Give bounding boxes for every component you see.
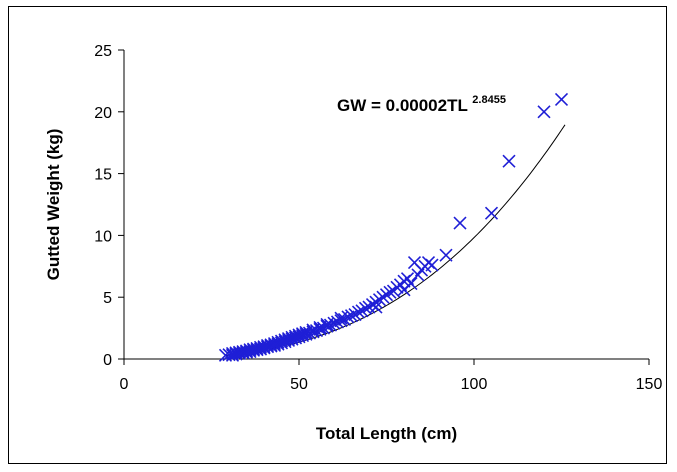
trendline-equation: GW = 0.00002TL 2.8455 — [337, 94, 506, 115]
data-point — [404, 277, 418, 291]
trend-layer — [225, 124, 566, 356]
data-point — [484, 206, 499, 220]
data-point — [358, 301, 373, 315]
x-tick-label: 100 — [461, 376, 488, 393]
data-point — [306, 325, 320, 339]
data-point — [439, 248, 453, 262]
trendline-curve — [225, 124, 566, 356]
x-tick-label: 50 — [290, 376, 308, 393]
data-point — [537, 105, 551, 119]
x-axis-title: Total Length (cm) — [316, 424, 457, 443]
y-tick-label: 5 — [103, 290, 112, 307]
data-point — [502, 154, 516, 168]
y-axis-title: Gutted Weight (kg) — [44, 129, 63, 281]
data-point — [327, 316, 341, 330]
data-point — [320, 319, 334, 333]
chart-frame: 0 5 10 15 20 25 0 50 100 150 Total Length (cm) Gu… — [8, 6, 667, 464]
data-point — [351, 305, 366, 319]
points-layer — [218, 92, 569, 362]
data-point — [453, 216, 467, 230]
chart-svg: 0 5 10 15 20 25 0 50 100 150 Total Length (cm) Gu… — [44, 43, 662, 443]
y-tick-label: 15 — [94, 167, 112, 184]
data-point — [383, 285, 397, 299]
y-tick-label: 25 — [94, 43, 112, 60]
data-point — [334, 314, 348, 328]
y-tick-label: 0 — [103, 352, 112, 369]
data-point — [425, 258, 439, 272]
x-tick-label: 0 — [120, 376, 129, 393]
data-point — [344, 309, 359, 323]
trendline-equation-base: GW = 0.00002TL — [337, 96, 468, 115]
axes-layer: 0 5 10 15 20 25 0 50 100 150 — [94, 43, 662, 393]
trendline-equation-exponent: 2.8455 — [472, 94, 506, 106]
y-tick-label: 20 — [94, 105, 112, 122]
data-point — [313, 322, 327, 336]
data-point — [369, 300, 383, 314]
data-point — [299, 327, 313, 341]
data-point — [554, 92, 569, 107]
x-tick-label: 150 — [636, 376, 663, 393]
y-tick-label: 10 — [94, 228, 112, 245]
data-point — [341, 310, 355, 324]
data-point — [323, 318, 338, 332]
